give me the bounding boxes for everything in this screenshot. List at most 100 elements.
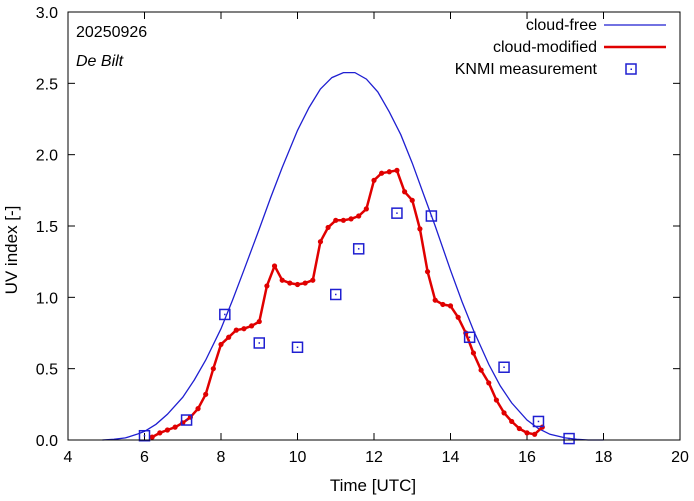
cloud-modified-point (164, 427, 171, 433)
cloud-modified-point (226, 334, 232, 340)
cloud-modified-point (379, 170, 385, 176)
cloud-modified-point (149, 434, 155, 440)
cloud-modified-point (501, 410, 507, 416)
cloud-modified-point (371, 177, 377, 183)
knmi-measurement-center (503, 366, 505, 368)
y-tick-label: 1.5 (36, 219, 58, 236)
cloud-modified-point (402, 189, 408, 195)
knmi-measurement-center (185, 419, 188, 421)
x-tick-label: 18 (595, 449, 613, 466)
x-tick-label: 8 (217, 449, 226, 466)
x-tick-label: 12 (365, 449, 383, 466)
cloud-modified-point (279, 277, 285, 283)
cloud-modified-point (363, 206, 369, 212)
knmi-measurement-center (258, 342, 260, 344)
y-tick-label: 2.5 (36, 76, 58, 93)
knmi-measurement-center (396, 212, 398, 214)
y-tick-label: 3.0 (36, 5, 58, 22)
cloud-modified-point (287, 280, 293, 286)
knmi-measurement-center (224, 313, 226, 316)
cloud-modified-point (486, 380, 492, 386)
cloud-modified-point (440, 301, 446, 308)
cloud-modified-point (241, 326, 247, 332)
cloud-modified-point (516, 425, 522, 432)
cloud-modified-point (386, 169, 392, 175)
knmi-measurement-point (330, 288, 342, 301)
cloud-modified-point (424, 269, 431, 275)
location-annotation: De Bilt (76, 53, 124, 70)
cloud-modified-point (509, 418, 515, 425)
cloud-modified-point (157, 430, 163, 436)
knmi-measurement-center (335, 293, 337, 296)
legend-swatch-knmi-dot (630, 68, 632, 70)
cloud-modified-point (455, 314, 461, 320)
cloud-modified-point (317, 239, 324, 245)
knmi-measurement-point (352, 243, 365, 255)
date-annotation: 20250926 (76, 24, 147, 41)
cloud-modified-point (417, 226, 423, 232)
knmi-measurement-point (138, 429, 151, 442)
plot-area (102, 71, 604, 445)
cloud-modified-point (432, 297, 438, 303)
cloud-modified-point (394, 167, 400, 173)
cloud-modified-point (249, 323, 255, 329)
x-tick-label: 10 (289, 449, 307, 466)
knmi-measurement-center (537, 420, 540, 423)
series-cloud-modified-line (151, 169, 544, 439)
knmi-measurement-center (143, 434, 146, 437)
knmi-measurement-point (219, 308, 231, 321)
legend-label-cloud-free: cloud-free (526, 17, 597, 34)
x-tick-label: 14 (442, 449, 460, 466)
y-tick-label: 0.5 (36, 362, 58, 379)
y-tick-label: 2.0 (36, 148, 58, 165)
cloud-modified-point (203, 391, 209, 397)
cloud-modified-point (195, 406, 201, 412)
x-tick-label: 4 (64, 449, 73, 466)
cloud-modified-point (218, 341, 224, 348)
knmi-measurement-point (291, 341, 304, 354)
cloud-modified-point (333, 217, 339, 223)
knmi-measurement-point (425, 210, 438, 222)
knmi-measurement-point (180, 414, 193, 426)
cloud-modified-point (256, 318, 262, 325)
legend-label-cloud-modified: cloud-modified (493, 39, 597, 56)
cloud-modified-point (264, 283, 270, 289)
y-axis-title: UV index [-] (2, 206, 21, 295)
cloud-modified-point (532, 431, 538, 437)
cloud-modified-point (210, 366, 216, 372)
plot-frame (67, 11, 681, 441)
cloud-modified-point (409, 197, 415, 203)
knmi-measurement-point (532, 415, 545, 428)
knmi-measurement-center (568, 437, 570, 440)
cloud-modified-point (348, 216, 354, 222)
knmi-measurement-center (430, 215, 433, 217)
cloud-modified-point (294, 281, 301, 288)
cloud-modified-point (302, 280, 308, 286)
x-tick-label: 16 (518, 449, 536, 466)
knmi-measurement-center (468, 336, 471, 339)
x-tick-label: 20 (671, 449, 689, 466)
series-cloud-free-line (102, 71, 604, 441)
knmi-measurement-point (463, 331, 476, 344)
cloud-modified-point (325, 224, 331, 231)
cloud-modified-point (271, 263, 278, 269)
cloud-modified-point (340, 217, 346, 223)
knmi-measurement-point (563, 432, 575, 445)
y-tick-label: 0.0 (36, 433, 58, 450)
knmi-measurement-center (357, 248, 360, 250)
cloud-modified-point (310, 277, 316, 283)
knmi-measurement-center (296, 346, 299, 349)
cloud-modified-point (493, 397, 499, 403)
knmi-measurement-point (498, 361, 510, 373)
cloud-modified-point (470, 350, 477, 356)
y-tick-label: 1.0 (36, 290, 58, 307)
knmi-measurement-point (391, 207, 403, 219)
cloud-modified-point (356, 213, 362, 219)
cloud-modified-point (172, 424, 178, 430)
tick-labels: 4 6 8 10 12 14 16 18 20 0.0 0.5 1.0 1.5 2.0 2.5 3.0 (36, 5, 689, 466)
legend-label-knmi-measurement: KNMI measurement (455, 61, 598, 78)
knmi-measurement-point (253, 337, 265, 349)
legend-swatch-knmi-measurement (625, 63, 637, 75)
x-tick-label: 6 (140, 449, 149, 466)
